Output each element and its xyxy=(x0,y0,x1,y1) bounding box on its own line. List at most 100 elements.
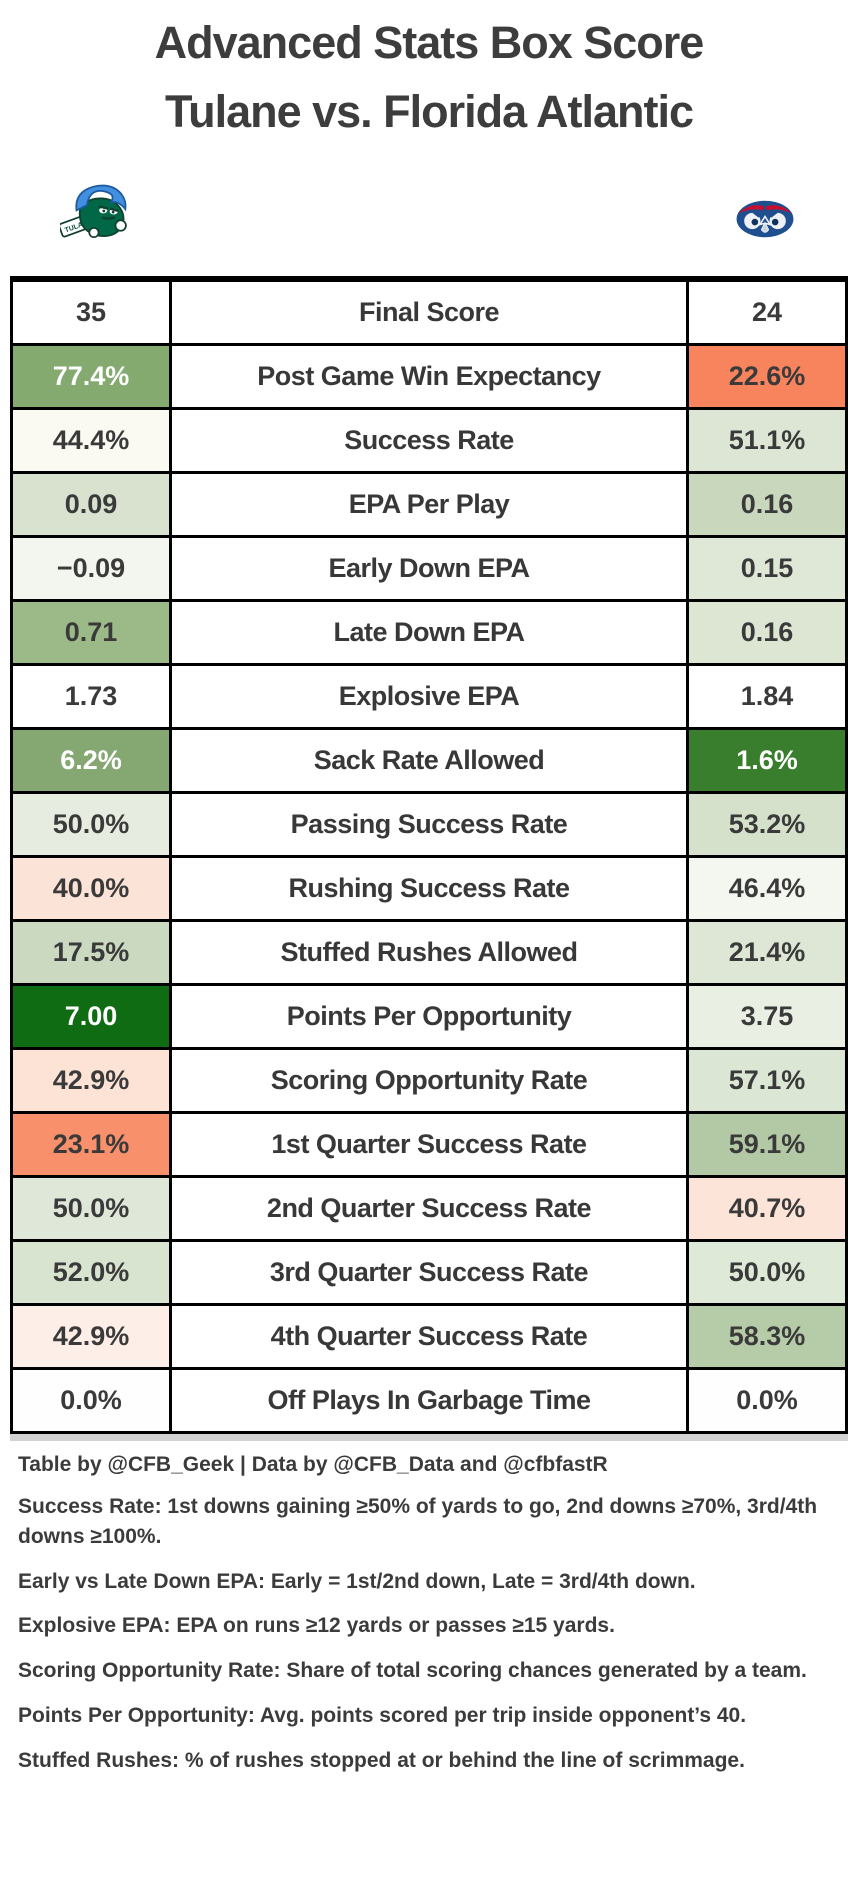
metric-label: Early Down EPA xyxy=(169,538,689,599)
tulane-value: 40.0% xyxy=(13,858,169,919)
metric-label: Success Rate xyxy=(169,410,689,471)
table-row: 7.00 Points Per Opportunity 3.75 xyxy=(13,986,845,1050)
fau-value: 40.7% xyxy=(689,1178,845,1239)
tulane-value: 7.00 xyxy=(13,986,169,1047)
fau-value: 0.15 xyxy=(689,538,845,599)
fau-value: 58.3% xyxy=(689,1306,845,1367)
fau-value: 24 xyxy=(689,282,845,343)
table-row: 23.1% 1st Quarter Success Rate 59.1% xyxy=(13,1114,845,1178)
metric-label: Scoring Opportunity Rate xyxy=(169,1050,689,1111)
tulane-value: 0.09 xyxy=(13,474,169,535)
footnote-text: : 1st downs gaining ≥50% of yards to go,… xyxy=(18,1495,818,1548)
metric-label: 1st Quarter Success Rate xyxy=(169,1114,689,1175)
table-row: 42.9% Scoring Opportunity Rate 57.1% xyxy=(13,1050,845,1114)
metric-label: EPA Per Play xyxy=(169,474,689,535)
tulane-value: 42.9% xyxy=(13,1306,169,1367)
metric-label: 4th Quarter Success Rate xyxy=(169,1306,689,1367)
footnotes: Success Rate: 1st downs gaining ≥50% of … xyxy=(0,1492,858,1776)
fau-value: 0.16 xyxy=(689,474,845,535)
footnote-scoring-opportunity: Scoring Opportunity Rate: Share of total… xyxy=(18,1656,840,1686)
metric-label: 3rd Quarter Success Rate xyxy=(169,1242,689,1303)
fau-value: 50.0% xyxy=(689,1242,845,1303)
footnote-text: : Early = 1st/2nd down, Late = 3rd/4th d… xyxy=(258,1569,696,1593)
tulane-green-wave-logo-icon: TULANE xyxy=(58,179,136,248)
fau-value: 53.2% xyxy=(689,794,845,855)
tulane-value: 17.5% xyxy=(13,922,169,983)
table-row: 42.9% 4th Quarter Success Rate 58.3% xyxy=(13,1306,845,1370)
footnote-term: Stuffed Rushes xyxy=(18,1748,173,1772)
team-logos-row: TULANE xyxy=(0,184,858,248)
metric-label: Points Per Opportunity xyxy=(169,986,689,1047)
tulane-value: −0.09 xyxy=(13,538,169,599)
table-row: 50.0% 2nd Quarter Success Rate 40.7% xyxy=(13,1178,845,1242)
footnote-text: : EPA on runs ≥12 yards or passes ≥15 ya… xyxy=(163,1614,615,1638)
tulane-value: 1.73 xyxy=(13,666,169,727)
tulane-value: 44.4% xyxy=(13,410,169,471)
fau-value: 51.1% xyxy=(689,410,845,471)
footnote-text: : Avg. points scored per trip inside opp… xyxy=(247,1704,747,1728)
fau-value: 3.75 xyxy=(689,986,845,1047)
table-row: 6.2% Sack Rate Allowed 1.6% xyxy=(13,730,845,794)
metric-label: Stuffed Rushes Allowed xyxy=(169,922,689,983)
fau-value: 59.1% xyxy=(689,1114,845,1175)
metric-label: Rushing Success Rate xyxy=(169,858,689,919)
tulane-value: 77.4% xyxy=(13,346,169,407)
table-row: −0.09 Early Down EPA 0.15 xyxy=(13,538,845,602)
fau-value: 57.1% xyxy=(689,1050,845,1111)
tulane-value: 35 xyxy=(13,282,169,343)
fau-value: 1.6% xyxy=(689,730,845,791)
stats-table: 35 Final Score 24 77.4% Post Game Win Ex… xyxy=(10,276,848,1434)
table-row: 0.71 Late Down EPA 0.16 xyxy=(13,602,845,666)
tulane-value: 6.2% xyxy=(13,730,169,791)
tulane-value: 23.1% xyxy=(13,1114,169,1175)
title-line-2: Tulane vs. Florida Atlantic xyxy=(164,86,694,137)
table-row: 52.0% 3rd Quarter Success Rate 50.0% xyxy=(13,1242,845,1306)
fau-owl-logo-icon xyxy=(732,195,798,248)
footnote-term: Success Rate xyxy=(18,1495,155,1518)
title-line-1: Advanced Stats Box Score xyxy=(154,17,705,68)
fau-value: 0.0% xyxy=(689,1370,845,1431)
footnote-term: Explosive EPA xyxy=(18,1614,164,1638)
tulane-value: 50.0% xyxy=(13,794,169,855)
metric-label: 2nd Quarter Success Rate xyxy=(169,1178,689,1239)
table-row: 40.0% Rushing Success Rate 46.4% xyxy=(13,858,845,922)
attribution-line: Table by @CFB_Geek | Data by @CFB_Data a… xyxy=(18,1453,608,1476)
footnote-text: : % of rushes stopped at or behind the l… xyxy=(172,1748,745,1772)
table-row: 0.0% Off Plays In Garbage Time 0.0% xyxy=(13,1370,845,1434)
metric-label: Sack Rate Allowed xyxy=(169,730,689,791)
footnote-term: Early vs Late Down EPA xyxy=(18,1569,259,1593)
metric-label: Late Down EPA xyxy=(169,602,689,663)
metric-label: Final Score xyxy=(169,282,689,343)
footnote-term: Scoring Opportunity Rate xyxy=(18,1659,274,1683)
footnote-text: : Share of total scoring chances generat… xyxy=(273,1659,807,1683)
fau-value: 21.4% xyxy=(689,922,845,983)
table-row: 50.0% Passing Success Rate 53.2% xyxy=(13,794,845,858)
footnote-explosive-epa: Explosive EPA: EPA on runs ≥12 yards or … xyxy=(18,1611,840,1641)
table-row: 1.73 Explosive EPA 1.84 xyxy=(13,666,845,730)
table-row: 44.4% Success Rate 51.1% xyxy=(13,410,845,474)
fau-value: 46.4% xyxy=(689,858,845,919)
tulane-value: 52.0% xyxy=(13,1242,169,1303)
fau-value: 0.16 xyxy=(689,602,845,663)
table-row: 17.5% Stuffed Rushes Allowed 21.4% xyxy=(13,922,845,986)
table-row: 77.4% Post Game Win Expectancy 22.6% xyxy=(13,346,845,410)
fau-value: 1.84 xyxy=(689,666,845,727)
tulane-value: 50.0% xyxy=(13,1178,169,1239)
footnote-stuffed-rushes: Stuffed Rushes: % of rushes stopped at o… xyxy=(18,1746,840,1776)
fau-value: 22.6% xyxy=(689,346,845,407)
metric-label: Explosive EPA xyxy=(169,666,689,727)
footnote-points-per-opportunity: Points Per Opportunity: Avg. points scor… xyxy=(18,1701,840,1731)
table-row: 35 Final Score 24 xyxy=(13,282,845,346)
page-title: Advanced Stats Box Score Tulane vs. Flor… xyxy=(0,20,858,134)
tulane-value: 0.71 xyxy=(13,602,169,663)
table-bottom-divider xyxy=(10,1434,848,1441)
metric-label: Off Plays In Garbage Time xyxy=(169,1370,689,1431)
tulane-value: 42.9% xyxy=(13,1050,169,1111)
footnote-success-rate: Success Rate: 1st downs gaining ≥50% of … xyxy=(18,1492,840,1552)
footnote-term: Points Per Opportunity xyxy=(18,1704,248,1728)
table-row: 0.09 EPA Per Play 0.16 xyxy=(13,474,845,538)
metric-label: Post Game Win Expectancy xyxy=(169,346,689,407)
metric-label: Passing Success Rate xyxy=(169,794,689,855)
footnote-early-late-epa: Early vs Late Down EPA: Early = 1st/2nd … xyxy=(18,1567,840,1597)
